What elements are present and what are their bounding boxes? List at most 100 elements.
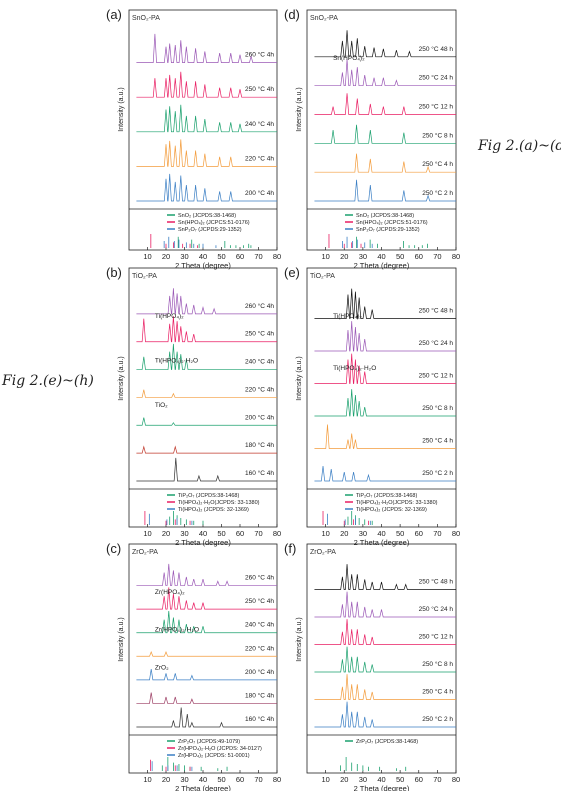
- panel-c: (c) ZrO₂-PA Intensity (a.u.) 10 20 30 40 50 60 70…: [106, 541, 281, 791]
- pattern-line: [136, 389, 277, 398]
- legend-label: Zr(HPO₄)₂ (JCPDS: 51-0001): [178, 753, 250, 759]
- panel-label: (f): [284, 541, 296, 556]
- x-tick-label: 70: [433, 529, 441, 538]
- series-label: 250 °C 2 h: [422, 189, 453, 197]
- y-axis-label: Intensity (a.u.): [296, 87, 303, 131]
- x-tick-label: 80: [452, 529, 460, 538]
- legend-label: Sn(HPO₄)₂ (JCPCS:51-0176): [178, 220, 250, 226]
- series-label: 250 °C 2 h: [422, 715, 453, 723]
- series-label: 160 °C 4h: [245, 469, 274, 477]
- peak-annotation: ZrO₂: [155, 664, 169, 671]
- legend-label: ZrP₂O₇ (JCPDS:38-1468): [356, 739, 418, 745]
- x-tick-label: 40: [199, 775, 207, 784]
- x-tick-label: 10: [321, 252, 329, 261]
- pattern-line: [136, 316, 277, 343]
- x-axis-label: 2 Theta (degree): [175, 261, 231, 270]
- series-label: 220 °C 4h: [245, 385, 274, 393]
- legend-label: SnO₂ (JCPDS:38-1468): [178, 213, 236, 219]
- series-label: 240 °C 4h: [245, 621, 274, 629]
- series-label: 200 °C 4h: [245, 668, 274, 676]
- x-axis-label: 2 Theta (degree): [175, 784, 231, 791]
- peak-annotation: Ti(HPO₄)₂: [155, 313, 184, 320]
- panel-title: ZrO₂-PA: [310, 549, 336, 556]
- x-tick-label: 80: [273, 529, 281, 538]
- x-tick-label: 50: [217, 775, 225, 784]
- panel-label: (a): [106, 7, 122, 22]
- pattern-line: [136, 343, 277, 370]
- x-tick-label: 20: [340, 252, 348, 261]
- series-label: 250 °C 8 h: [422, 660, 453, 668]
- panel-title: ZrO₂-PA: [132, 549, 158, 556]
- panel-label: (e): [284, 265, 300, 280]
- pattern-line: [136, 692, 277, 704]
- pattern-line: [136, 707, 277, 728]
- pattern-line: [314, 30, 456, 58]
- series-label: 250 °C 4h: [245, 597, 274, 605]
- pattern-line: [136, 587, 277, 610]
- series-label: 180 °C 4h: [245, 691, 274, 699]
- pattern-line: [314, 591, 456, 618]
- x-axis-label: 2 Theta (degree): [354, 784, 410, 791]
- series-label: 250 °C 4 h: [422, 160, 453, 168]
- x-tick-label: 40: [199, 529, 207, 538]
- pattern-line: [136, 457, 277, 482]
- series-label: 250 °C 24 h: [419, 339, 454, 347]
- y-axis-label: Intensity (a.u.): [118, 356, 125, 400]
- pattern-line: [314, 124, 456, 144]
- x-axis-label: 2 Theta (degree): [354, 538, 410, 547]
- pattern-line: [314, 619, 456, 645]
- y-axis-label: Intensity (a.u.): [118, 617, 125, 661]
- peak-annotation: Zr(HPO₄)₂: [155, 589, 185, 596]
- pattern-line: [136, 173, 277, 202]
- x-tick-label: 50: [217, 252, 225, 261]
- x-tick-label: 30: [359, 252, 367, 261]
- series-label: 250 °C 4h: [245, 330, 274, 338]
- legend-label: Ti(HPO₄)₂·H₂O(JCPDS: 33-1380): [178, 500, 260, 506]
- x-tick-label: 70: [254, 252, 262, 261]
- series-label: 160 °C 4h: [245, 715, 274, 723]
- series-label: 220 °C 4h: [245, 154, 274, 162]
- panel-b: (b) TiO₂-PA Intensity (a.u.) 10 20 30 40 50 60 70…: [106, 265, 281, 547]
- x-tick-label: 60: [415, 529, 423, 538]
- pattern-line: [136, 668, 277, 681]
- series-label: 250 °C 8 h: [422, 131, 453, 139]
- x-tick-label: 20: [162, 775, 170, 784]
- series-label: 200 °C 4h: [245, 413, 274, 421]
- series-label: 250 °C 12 h: [419, 103, 454, 111]
- y-axis-label: Intensity (a.u.): [118, 87, 125, 131]
- x-tick-label: 20: [340, 775, 348, 784]
- series-label: 250 °C 48 h: [419, 307, 454, 315]
- pattern-line: [314, 93, 456, 115]
- panel-title: TiO₂-PA: [310, 273, 335, 280]
- x-tick-label: 70: [433, 252, 441, 261]
- peak-annotation: Ti(HPO₄)₂·H₂O: [155, 358, 198, 365]
- pattern-line: [314, 701, 456, 728]
- x-tick-label: 40: [377, 775, 385, 784]
- panel-title: SnO₂-PA: [132, 15, 160, 22]
- legend-label: ZrP₂O₇ (JCPDS:49-1079): [178, 739, 240, 745]
- pattern-line: [314, 59, 456, 87]
- series-label: 220 °C 4h: [245, 644, 274, 652]
- pattern-line: [314, 353, 456, 384]
- x-tick-label: 40: [199, 252, 207, 261]
- x-tick-label: 50: [396, 775, 404, 784]
- peak-annotation: Zr(HPO₄)₂·H₂O: [155, 627, 199, 634]
- x-tick-label: 30: [359, 775, 367, 784]
- legend-label: Ti(HPO₄)₂ (JCPDS: 32-1369): [356, 507, 427, 513]
- legend-label: TiP₂O₇ (JCPDS:38-1468): [356, 493, 417, 499]
- panel-d: (d) SnO₂-PA Intensity (a.u.) 10 20 30 40 50 60 70…: [284, 7, 460, 270]
- pattern-line: [136, 563, 277, 586]
- series-label: 260 °C 4h: [245, 574, 274, 582]
- series-label: 250 °C 4h: [245, 85, 274, 93]
- pattern-line: [136, 288, 277, 315]
- series-label: 260 °C 4h: [245, 51, 274, 59]
- legend-label: Ti(HPO₄)₂ (JCPDS: 32-1369): [178, 507, 249, 513]
- panel-label: (d): [284, 7, 300, 22]
- x-tick-label: 50: [396, 529, 404, 538]
- pattern-line: [314, 389, 456, 417]
- y-axis-label: Intensity (a.u.): [296, 356, 303, 400]
- panel-label: (c): [106, 541, 121, 556]
- legend-label: SnO₂ (JCPDS:38-1468): [356, 213, 414, 219]
- pattern-line: [314, 153, 456, 173]
